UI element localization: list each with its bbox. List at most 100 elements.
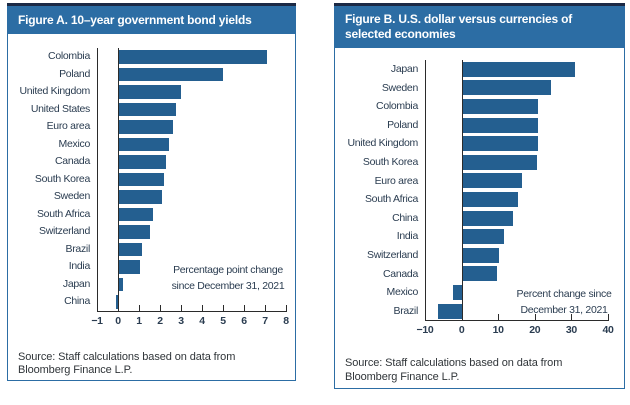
axis-tick — [181, 304, 182, 311]
bar-euro-area — [118, 120, 173, 134]
category-label-china: China — [392, 211, 418, 224]
category-label-japan: Japan — [62, 277, 90, 290]
category-label-colombia: Colombia — [48, 50, 90, 62]
figure-b-chart: Japan Sweden Colombia Poland United Kingdom S… — [335, 60, 624, 344]
bar-canada — [461, 266, 497, 282]
bar-switzerland — [118, 225, 150, 239]
x-axis-line — [97, 310, 287, 312]
zero-line — [118, 48, 119, 311]
bar-brazil — [437, 303, 462, 319]
zero-line — [461, 60, 463, 321]
y-axis-line — [97, 48, 98, 311]
category-label-sweden: Sweden — [381, 81, 418, 94]
figure-a-source: Source: Staff calculations based on data… — [8, 351, 295, 378]
axis-tick — [461, 314, 463, 321]
bar-poland — [118, 67, 223, 81]
axis-tick-label: 20 — [529, 324, 541, 337]
category-label-japan: Japan — [390, 63, 418, 75]
category-label-united-kingdom: United Kingdom — [347, 137, 418, 150]
axis-tick — [534, 314, 536, 321]
axis-tick-label: 2 — [157, 314, 163, 327]
bar-colombia — [461, 99, 539, 114]
bar-south-africa — [461, 192, 518, 207]
axis-tick-label: 6 — [241, 314, 247, 327]
bar-colombia — [118, 50, 268, 64]
category-label-china: China — [64, 295, 90, 307]
bar-canada — [118, 155, 167, 169]
x-axis-line — [425, 320, 609, 322]
annotation-line-2: December 31, 2021 — [520, 304, 608, 316]
figure-b-content: Japan Sweden Colombia Poland United Kingdom S… — [334, 48, 625, 389]
axis-tick-label: 7 — [262, 314, 268, 327]
bar-united-states — [118, 102, 176, 116]
bar-china — [461, 210, 513, 226]
figure-a-panel: Figure A. 10–year government bond yields… — [7, 3, 296, 381]
figure-a-title-band: Figure A. 10–year government bond yields — [7, 6, 296, 34]
axis-tick — [571, 314, 573, 321]
axis-tick — [498, 314, 500, 321]
bar-china — [115, 295, 118, 309]
category-label-india: India — [396, 230, 419, 243]
category-label-canada: Canada — [383, 267, 418, 280]
axis-tick-label: −1 — [91, 314, 103, 327]
bar-poland — [461, 117, 539, 133]
figure-a-top-rule — [7, 3, 296, 6]
category-label-south-africa: South Africa — [364, 193, 418, 206]
bar-united-kingdom — [118, 85, 181, 99]
category-label-euro-area: Euro area — [46, 120, 91, 132]
source-line-1: Source: Staff calculations based on data… — [18, 350, 236, 363]
category-label-colombia: Colombia — [376, 100, 418, 113]
category-label-south-korea: South Korea — [34, 172, 90, 185]
bar-mexico — [453, 285, 462, 300]
bar-euro-area — [461, 173, 522, 189]
figure-b-title-band: Figure B. U.S. dollar versus currencies … — [334, 6, 625, 48]
y-axis-line — [425, 60, 426, 321]
axis-tick — [139, 304, 140, 311]
axis-tick-label: 5 — [220, 314, 226, 327]
axis-tick — [118, 304, 119, 311]
figure-b-panel: Figure B. U.S. dollar versus currencies … — [334, 3, 625, 389]
source-line-2: Bloomberg Finance L.P. — [345, 370, 460, 383]
category-label-sweden: Sweden — [53, 190, 90, 202]
axis-tick — [608, 314, 609, 321]
axis-tick — [223, 304, 224, 311]
category-label-south-africa: South Africa — [36, 207, 90, 220]
category-label-brazil: Brazil — [65, 242, 91, 255]
category-label-poland: Poland — [387, 118, 418, 131]
axis-tick-label: 30 — [565, 324, 577, 337]
figure-a-title: Figure A. 10–year government bond yields — [18, 13, 252, 27]
category-label-switzerland: Switzerland — [39, 225, 90, 237]
axis-tick-label: 1 — [136, 314, 142, 327]
category-label-euro-area: Euro area — [374, 174, 419, 187]
figure-a-content: Colombia Poland United Kingdom United State… — [7, 34, 296, 381]
source-line-2: Bloomberg Finance L.P. — [18, 364, 133, 376]
annotation-line-1: Percent change since — [516, 288, 612, 300]
category-label-india: India — [68, 260, 91, 272]
figure-b-title-line-1: Figure B. U.S. dollar versus currencies … — [345, 12, 573, 26]
category-label-canada: Canada — [55, 155, 90, 167]
figure-b-top-rule — [334, 3, 625, 6]
axis-tick-label: 4 — [199, 314, 205, 327]
bar-switzerland — [461, 247, 500, 263]
category-label-switzerland: Switzerland — [367, 249, 418, 261]
bar-south-africa — [118, 207, 153, 221]
axis-tick-label: 8 — [283, 314, 289, 327]
axis-tick — [244, 304, 245, 311]
bar-sweden — [118, 190, 163, 204]
axis-tick-label: 40 — [602, 324, 614, 337]
bar-japan — [461, 61, 576, 77]
bar-south-korea — [118, 172, 165, 186]
annotation-line-1: Percentage point change — [173, 264, 283, 276]
category-label-brazil: Brazil — [393, 304, 419, 317]
bar-india — [118, 260, 141, 274]
axis-tick — [202, 304, 203, 311]
annotation: Percent change since December 31, 2021 — [494, 286, 630, 318]
bar-south-korea — [461, 154, 537, 170]
category-label-united-states: United States — [30, 102, 90, 115]
figure-a-chart: Colombia Poland United Kingdom United State… — [8, 48, 295, 335]
axis-tick — [425, 314, 426, 321]
bar-united-kingdom — [461, 136, 539, 152]
bar-brazil — [118, 242, 143, 256]
bar-mexico — [118, 137, 170, 151]
annotation: Percentage point change since December 31… — [158, 262, 298, 294]
